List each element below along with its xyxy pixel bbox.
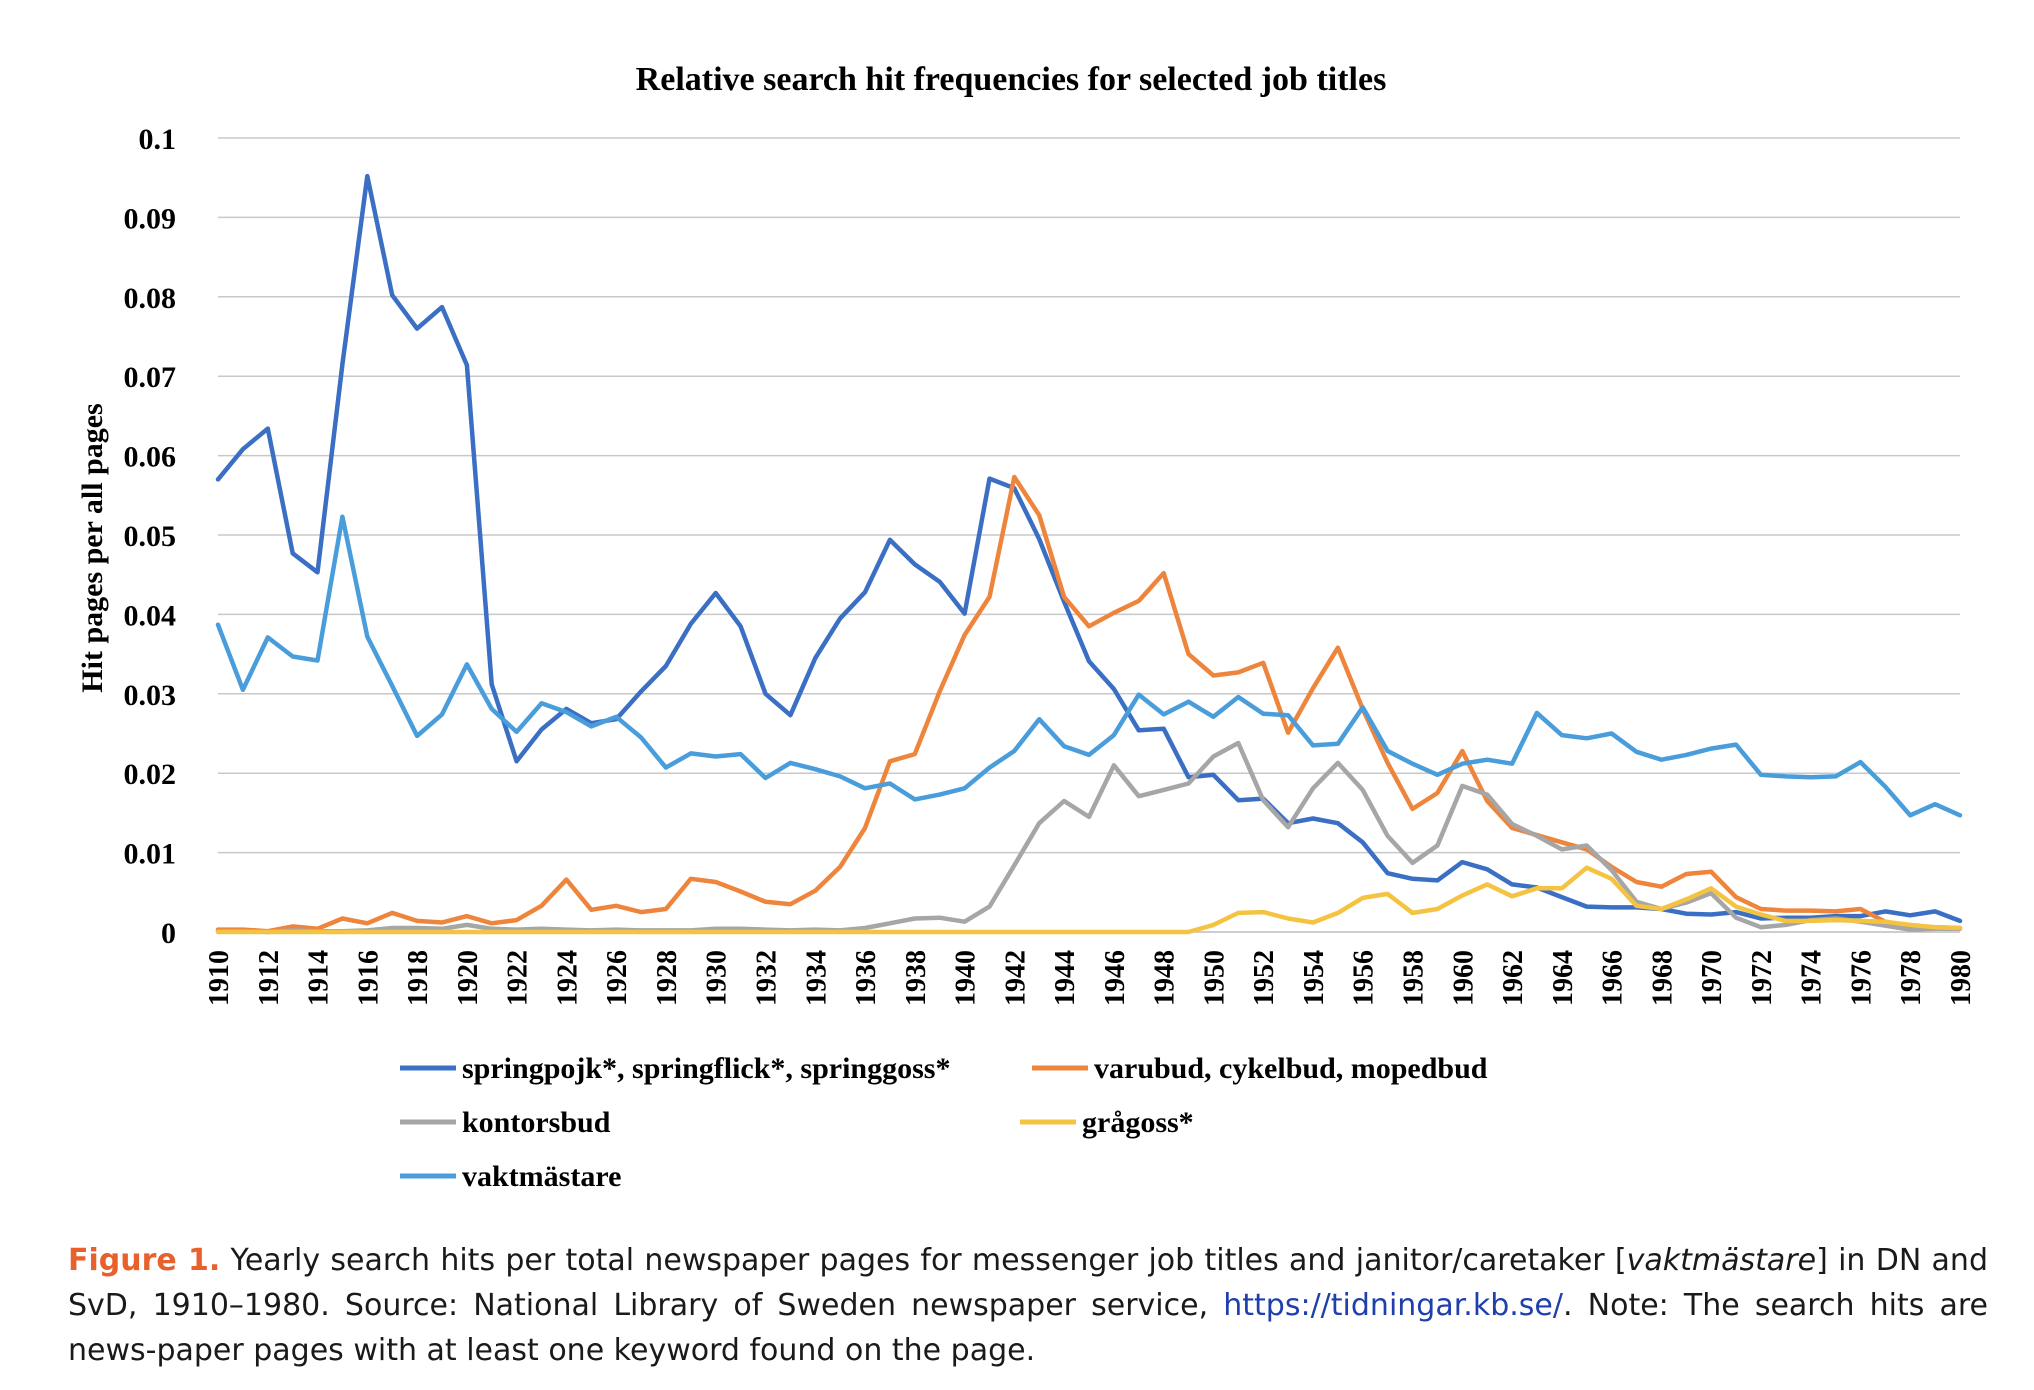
series-lines — [215, 173, 1963, 935]
x-tick-label: 1962 — [1498, 950, 1529, 1006]
series-line-3 — [215, 740, 1963, 935]
x-tick-label: 1958 — [1399, 950, 1430, 1006]
x-tick-label: 1922 — [503, 950, 534, 1006]
x-tick-label: 1932 — [751, 950, 782, 1006]
x-tick-label: 1964 — [1548, 950, 1579, 1006]
legend-label-2: varubud, cykelbud, mopedbud — [1094, 1052, 1488, 1085]
chart-title: Relative search hit frequencies for sele… — [636, 61, 1387, 98]
legend-label-5: vaktmästare — [462, 1160, 621, 1193]
x-axis-tick-labels: 1910 1912 1914 1916 1918 1920 1922 1924 1926 1928… — [204, 950, 1977, 1006]
series-line-4 — [215, 865, 1963, 935]
legend: springpojk*, springflick*, springgoss* va… — [400, 1052, 1488, 1193]
x-tick-label: 1948 — [1150, 950, 1181, 1006]
line-chart: Relative search hit frequencies for sele… — [76, 61, 1977, 1193]
x-tick-label: 1946 — [1100, 950, 1131, 1006]
x-tick-label: 1938 — [901, 950, 932, 1006]
x-tick-label: 1978 — [1896, 950, 1927, 1006]
x-tick-label: 1926 — [602, 950, 633, 1006]
y-tick-label: 0.02 — [124, 758, 177, 791]
y-tick-label: 0.03 — [124, 679, 177, 712]
x-tick-label: 1910 — [204, 950, 235, 1006]
x-tick-label: 1960 — [1448, 950, 1479, 1006]
caption-text-3: . Note: The search hits are news-paper p… — [68, 1288, 1988, 1368]
x-tick-label: 1920 — [453, 950, 484, 1006]
x-tick-label: 1942 — [1000, 950, 1031, 1006]
x-tick-label: 1928 — [652, 950, 683, 1006]
legend-label-3: kontorsbud — [462, 1106, 611, 1139]
x-tick-label: 1980 — [1946, 950, 1977, 1006]
caption-italic-term: vaktmästare — [1626, 1243, 1817, 1278]
series-line-5 — [215, 514, 1963, 818]
x-tick-label: 1940 — [951, 950, 982, 1006]
x-tick-label: 1974 — [1797, 950, 1828, 1006]
y-axis-label: Hit pages per all pages — [76, 403, 109, 692]
y-tick-label: 0.06 — [124, 441, 177, 474]
figure-label: Figure 1. — [68, 1243, 221, 1278]
y-tick-label: 0.1 — [139, 123, 177, 156]
caption-text-1: Yearly search hits per total newspaper p… — [220, 1243, 1627, 1278]
legend-label-1: springpojk*, springflick*, springgoss* — [462, 1052, 950, 1085]
series-line-1 — [215, 173, 1963, 924]
x-tick-label: 1924 — [552, 950, 583, 1006]
y-tick-label: 0.05 — [124, 520, 177, 553]
x-tick-label: 1968 — [1647, 950, 1678, 1006]
figure-caption: Figure 1. Yearly search hits per total n… — [68, 1238, 1988, 1373]
x-tick-label: 1952 — [1249, 950, 1280, 1006]
x-tick-label: 1916 — [353, 950, 384, 1006]
x-tick-label: 1954 — [1299, 950, 1330, 1006]
series-line-2 — [215, 474, 1963, 934]
gridlines — [218, 137, 1960, 933]
x-tick-label: 1912 — [254, 950, 285, 1006]
x-tick-label: 1930 — [702, 950, 733, 1006]
y-tick-label: 0.01 — [124, 838, 177, 871]
y-tick-label: 0.07 — [124, 361, 177, 394]
x-tick-label: 1950 — [1199, 950, 1230, 1006]
x-tick-label: 1936 — [851, 950, 882, 1006]
x-tick-label: 1956 — [1349, 950, 1380, 1006]
y-tick-label: 0.08 — [124, 282, 177, 315]
y-tick-label: 0 — [161, 917, 176, 950]
x-tick-label: 1914 — [304, 950, 335, 1006]
y-tick-label: 0.04 — [124, 599, 177, 632]
x-tick-label: 1976 — [1846, 950, 1877, 1006]
legend-label-4: grågoss* — [1082, 1106, 1194, 1139]
x-tick-label: 1966 — [1598, 950, 1629, 1006]
source-link[interactable]: https://tidningar.kb.se/ — [1223, 1288, 1563, 1323]
y-tick-label: 0.09 — [124, 202, 177, 235]
y-axis-tick-labels: 0 0.01 0.02 0.03 0.04 0.05 0.06 0.07 0.08 0.09 0.1 — [124, 123, 177, 950]
x-tick-label: 1972 — [1747, 950, 1778, 1006]
x-tick-label: 1934 — [801, 950, 832, 1006]
x-tick-label: 1944 — [1050, 950, 1081, 1006]
x-tick-label: 1970 — [1697, 950, 1728, 1006]
x-tick-label: 1918 — [403, 950, 434, 1006]
caption-text-2: ] in DN and SvD, 1910–1980. Source: Nati… — [68, 1243, 1988, 1323]
